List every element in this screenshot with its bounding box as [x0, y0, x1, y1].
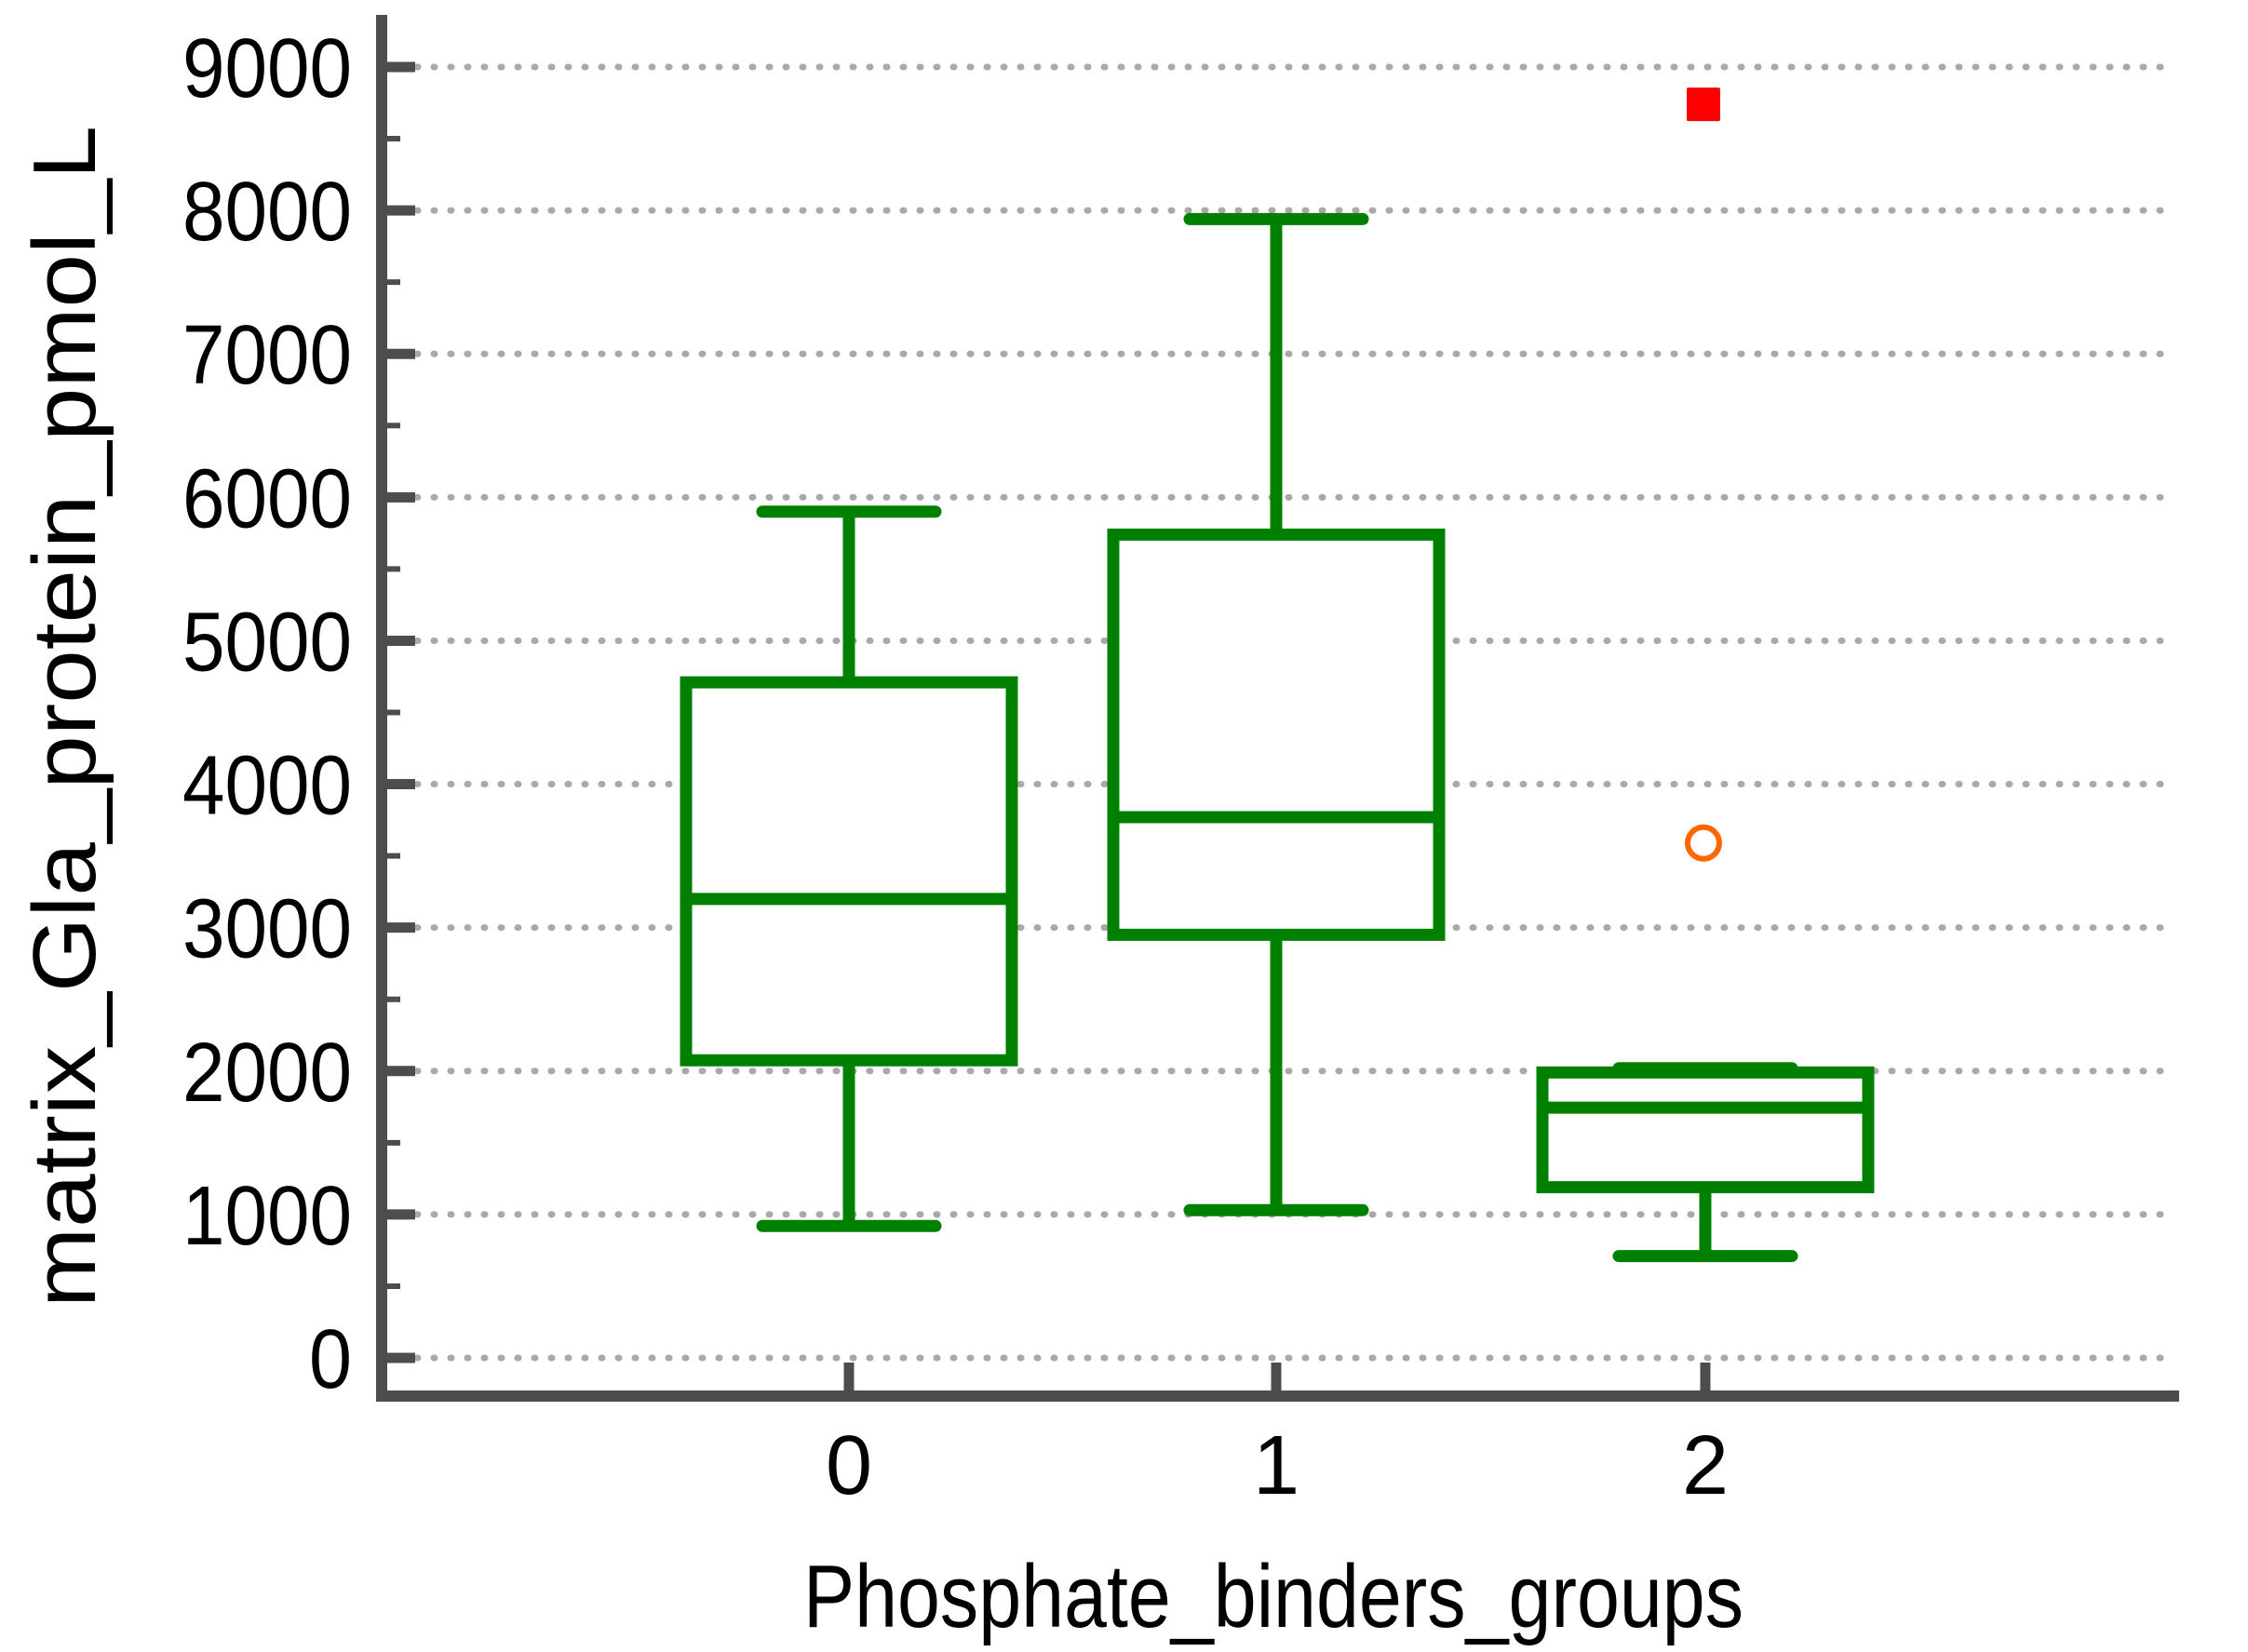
- box-series-layer: [680, 212, 1875, 1263]
- outlier-layer: [1685, 87, 1722, 862]
- box-group-1: [1107, 212, 1446, 1216]
- tick-layer: [382, 61, 1711, 1396]
- iqr-box: [1536, 1066, 1875, 1194]
- outlier-filled-square: [1687, 87, 1720, 122]
- iqr-box: [680, 676, 1018, 1067]
- y-tick-label-8000: 8000: [182, 166, 352, 259]
- y-tick-label-4000: 4000: [182, 740, 352, 833]
- x-tick-label-1: 1: [1253, 1419, 1299, 1512]
- y-tick-label-7000: 7000: [182, 309, 352, 402]
- x-axis-title: Phosphate_binders_groups: [803, 1547, 1743, 1646]
- y-tick-label-6000: 6000: [182, 452, 352, 545]
- x-tick-label-0: 0: [826, 1419, 872, 1512]
- y-tick-label-5000: 5000: [182, 596, 352, 689]
- gridline-layer: [413, 63, 2173, 1362]
- box-group-0: [680, 505, 1018, 1232]
- y-tick-label-3000: 3000: [182, 883, 352, 976]
- y-tick-label-2000: 2000: [182, 1027, 352, 1120]
- axis-layer: [376, 15, 2179, 1402]
- box-group-2: [1536, 1062, 1875, 1263]
- x-tick-label-2: 2: [1682, 1419, 1729, 1512]
- iqr-box: [1107, 528, 1446, 941]
- y-axis-title: matrix_Gla_protein_pmol_L: [15, 126, 114, 1308]
- y-tick-label-0: 0: [309, 1313, 352, 1406]
- outlier-open-circle: [1685, 824, 1722, 862]
- tick-label-layer: 0 1000 2000 3000 4000 5000 6000 7000 8000 9000 0 1 2: [182, 22, 1729, 1512]
- y-tick-label-1000: 1000: [182, 1170, 352, 1263]
- y-tick-label-9000: 9000: [182, 22, 352, 115]
